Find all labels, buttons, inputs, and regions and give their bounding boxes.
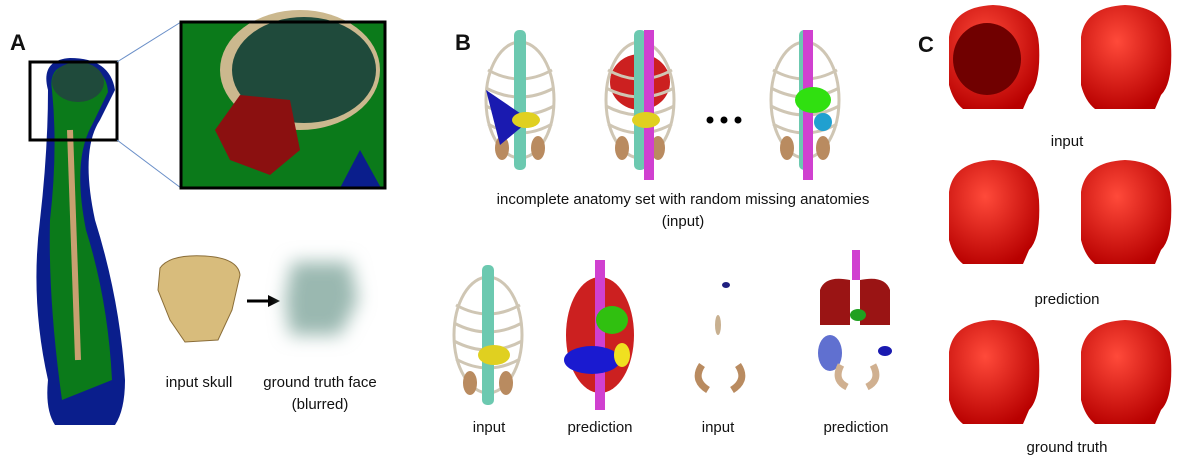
caption: ground truth — [1027, 439, 1108, 456]
anatomy-image — [564, 260, 634, 410]
caption: prediction — [567, 419, 632, 436]
zoom-line — [117, 22, 181, 62]
caption: (blurred) — [292, 396, 349, 413]
skull-render — [949, 160, 1039, 264]
skull-render — [949, 320, 1039, 424]
anatomy-image — [486, 30, 554, 170]
anatomy-image — [698, 282, 742, 390]
caption: input — [702, 419, 735, 436]
anatomy-image — [818, 250, 892, 387]
panel-label: C — [918, 32, 934, 57]
ellipsis-dot — [721, 117, 728, 124]
caption: input skull — [166, 374, 233, 391]
skull-render — [1081, 160, 1171, 264]
caption: ground truth face — [263, 374, 376, 391]
anatomy-image — [771, 30, 839, 180]
zoom-line — [117, 140, 181, 188]
caption: input — [473, 419, 506, 436]
blurred-face — [285, 262, 358, 335]
figure: A input skull ground truth face (blurred… — [0, 0, 1190, 457]
ellipsis-dot — [707, 117, 714, 124]
panel-label: B — [455, 30, 471, 55]
skull-render — [1081, 320, 1171, 424]
caption: input — [1051, 133, 1084, 150]
caption: incomplete anatomy set with random missi… — [497, 191, 870, 208]
caption: prediction — [823, 419, 888, 436]
skull-render — [1081, 5, 1171, 109]
brain — [52, 62, 104, 102]
panel-label: A — [10, 30, 26, 55]
caption: prediction — [1034, 291, 1099, 308]
anatomy-image — [606, 30, 674, 180]
ellipsis-dot — [735, 117, 742, 124]
anatomy-image — [454, 265, 522, 405]
skull-render — [949, 5, 1039, 109]
caption: (input) — [662, 213, 705, 230]
arrow-head — [268, 295, 280, 307]
skull-image — [158, 256, 240, 342]
